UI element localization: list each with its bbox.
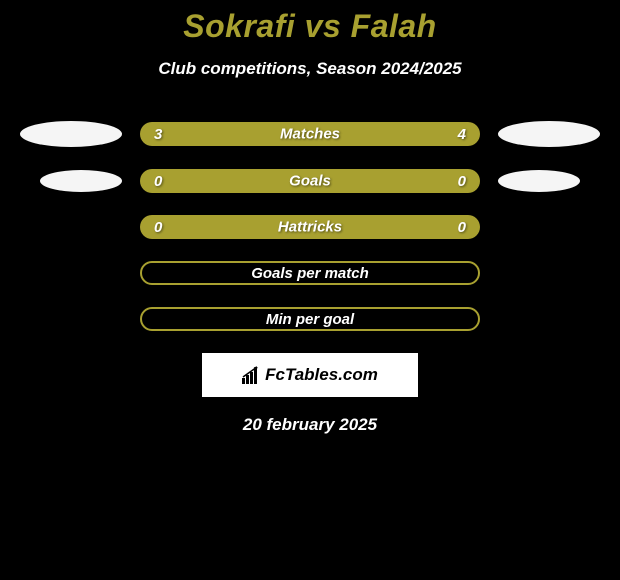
subtitle: Club competitions, Season 2024/2025 <box>0 59 620 79</box>
stat-label: Hattricks <box>278 219 342 236</box>
stat-value-right: 4 <box>458 126 466 143</box>
stat-row-min-per-goal: Min per goal <box>0 307 620 331</box>
stat-label: Min per goal <box>266 311 354 328</box>
page-title: Sokrafi vs Falah <box>0 8 620 45</box>
team-logo-left[interactable] <box>40 170 122 192</box>
stat-value-right: 0 <box>458 219 466 236</box>
stat-label: Goals <box>289 173 331 190</box>
brand-logo[interactable]: FcTables.com <box>202 353 418 397</box>
comparison-card: Sokrafi vs Falah Club competitions, Seas… <box>0 0 620 435</box>
stats-area: 3 4 Matches 0 0 Goals 0 0 Hattricks <box>0 121 620 239</box>
stat-bar: 0 0 Hattricks <box>140 215 480 239</box>
stat-bar-empty: Min per goal <box>140 307 480 331</box>
stat-row-matches: 3 4 Matches <box>0 121 620 147</box>
stat-value-left: 3 <box>154 126 162 143</box>
stat-bar-empty: Goals per match <box>140 261 480 285</box>
stat-row-goals-per-match: Goals per match <box>0 261 620 285</box>
team-logo-left[interactable] <box>20 121 122 147</box>
stat-value-right: 0 <box>458 173 466 190</box>
brand-text: FcTables.com <box>265 365 378 385</box>
date-line: 20 february 2025 <box>0 415 620 435</box>
stat-bar: 3 4 Matches <box>140 122 480 146</box>
empty-stats-area: Goals per match Min per goal <box>0 261 620 331</box>
team-logo-right[interactable] <box>498 121 600 147</box>
bar-chart-icon <box>242 366 262 384</box>
stat-bar: 0 0 Goals <box>140 169 480 193</box>
stat-row-goals: 0 0 Goals <box>0 169 620 193</box>
stat-value-left: 0 <box>154 173 162 190</box>
stat-label: Matches <box>280 126 340 143</box>
stat-row-hattricks: 0 0 Hattricks <box>0 215 620 239</box>
stat-value-left: 0 <box>154 219 162 236</box>
stat-label: Goals per match <box>251 265 369 282</box>
team-logo-right[interactable] <box>498 170 580 192</box>
